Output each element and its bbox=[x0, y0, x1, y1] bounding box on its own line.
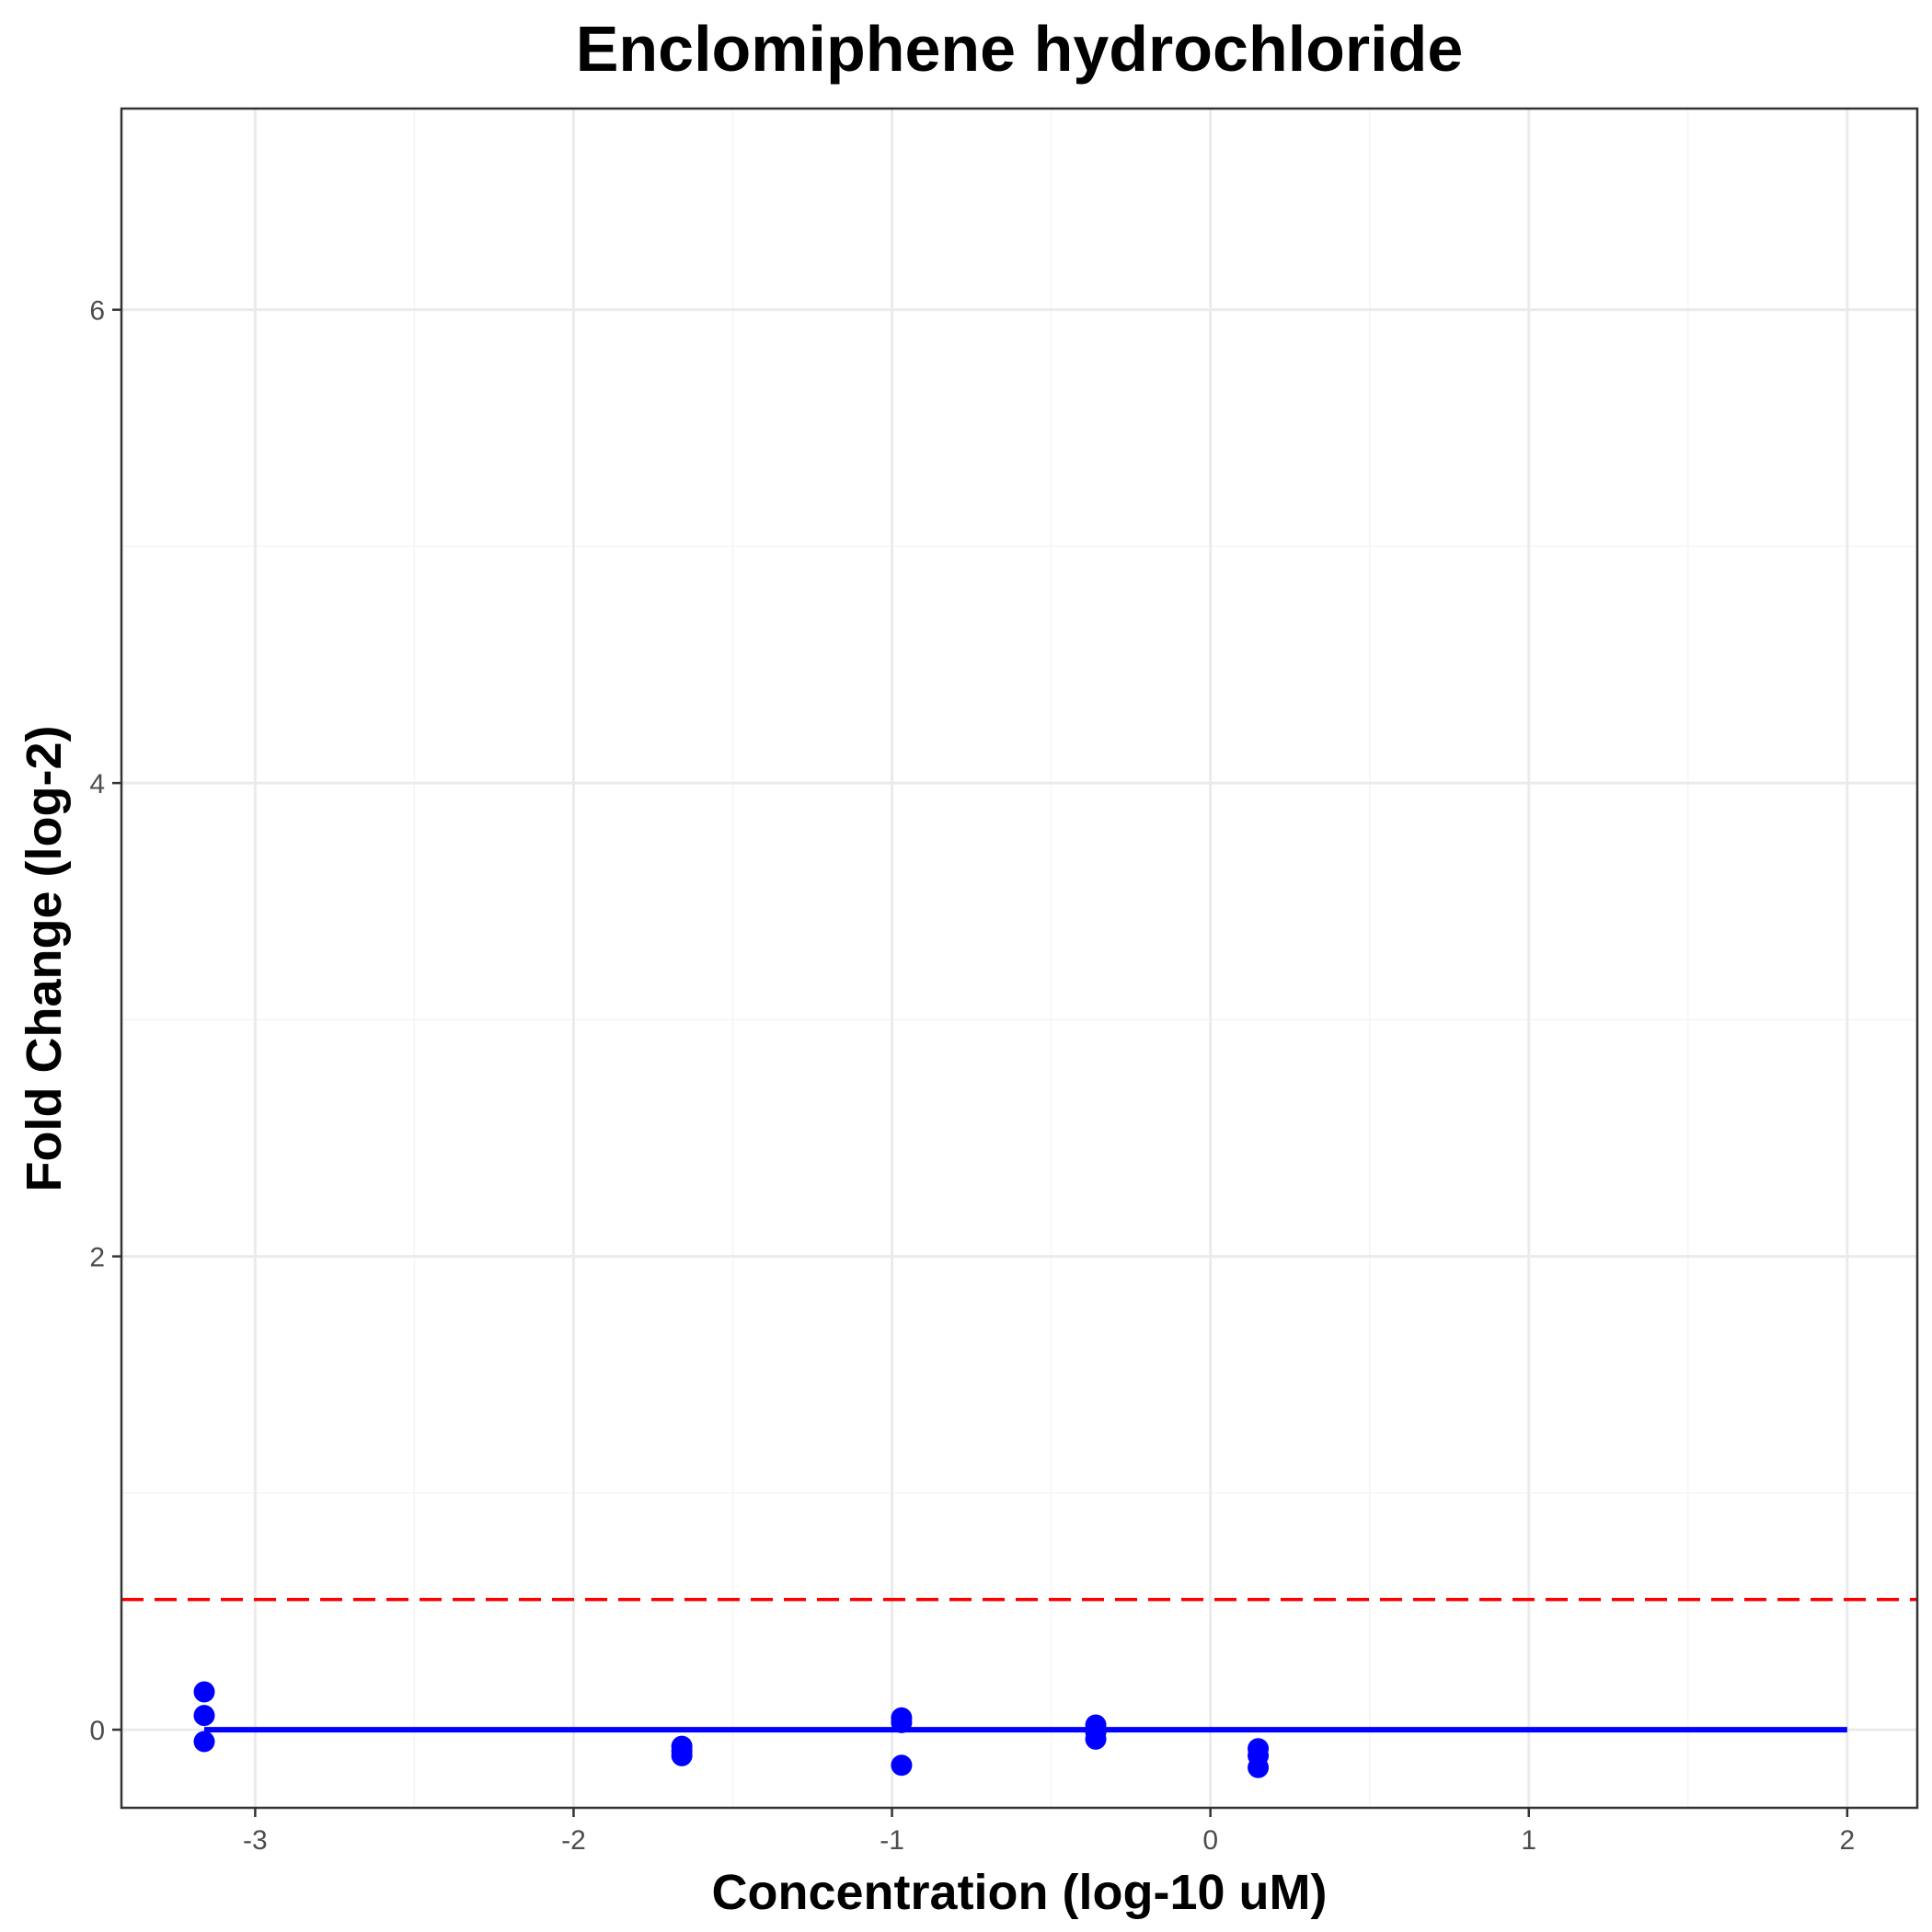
grid-minor bbox=[121, 109, 1917, 1808]
x-tick-label: 0 bbox=[1202, 1825, 1218, 1856]
y-tick-label: 6 bbox=[89, 296, 105, 327]
data-point bbox=[193, 1705, 215, 1727]
x-axis-ticks: -3 -2 -1 0 1 2 bbox=[243, 1808, 1855, 1856]
y-tick-label: 0 bbox=[89, 1716, 105, 1746]
x-axis-title: Concentration (log-10 uM) bbox=[712, 1865, 1328, 1920]
data-point bbox=[891, 1711, 913, 1733]
chart-title: Enclomiphene hydrochloride bbox=[576, 13, 1464, 85]
y-tick-label: 4 bbox=[89, 769, 105, 799]
x-tick-label: 2 bbox=[1840, 1825, 1856, 1856]
x-tick-label: -1 bbox=[880, 1825, 904, 1856]
y-tick-label: 2 bbox=[89, 1243, 105, 1273]
y-axis-title: Fold Change (log-2) bbox=[17, 726, 72, 1192]
grid-major bbox=[121, 109, 1917, 1808]
x-tick-label: -2 bbox=[561, 1825, 586, 1856]
data-point bbox=[671, 1744, 693, 1766]
panel-border bbox=[120, 107, 1919, 1810]
data-point bbox=[193, 1681, 215, 1703]
points-layer bbox=[193, 1681, 1270, 1778]
x-tick-label: -3 bbox=[243, 1825, 268, 1856]
data-point bbox=[1248, 1756, 1270, 1778]
y-axis-ticks: 0 2 4 6 bbox=[89, 296, 121, 1746]
x-tick-label: 1 bbox=[1521, 1825, 1536, 1856]
data-point bbox=[1085, 1728, 1107, 1750]
data-point bbox=[891, 1754, 913, 1777]
data-point bbox=[193, 1731, 215, 1753]
